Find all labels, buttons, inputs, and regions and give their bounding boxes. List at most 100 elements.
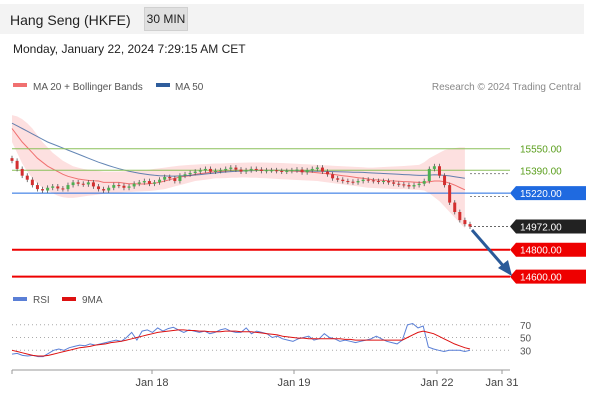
candle-body <box>341 179 345 182</box>
rsi-series-rsi <box>11 322 471 358</box>
candle-body <box>463 220 467 225</box>
candle-body <box>61 188 65 190</box>
candle-body <box>51 186 55 188</box>
candle-body <box>178 175 182 182</box>
candle-body <box>224 168 228 171</box>
ma9-legend-swatch <box>62 297 76 301</box>
candle-body <box>163 177 167 180</box>
candle-body <box>10 158 14 161</box>
candle-body <box>25 175 29 180</box>
candle-body <box>356 181 360 183</box>
candle-body <box>229 167 233 169</box>
rsi-series-ma9 <box>11 329 471 357</box>
candle-body <box>300 169 304 173</box>
candle-body <box>392 182 396 184</box>
candle-body <box>132 183 136 187</box>
candle-body <box>244 170 248 172</box>
candle-body <box>203 168 207 171</box>
candle-body <box>158 179 162 183</box>
candle-body <box>310 168 314 171</box>
candle-body <box>81 183 85 185</box>
ma50-legend-label: MA 50 <box>175 82 204 93</box>
level-label: 15220.00 <box>520 189 562 200</box>
candle-body <box>320 167 324 172</box>
candle-body <box>168 177 172 179</box>
candle-body <box>290 170 294 172</box>
candle-body <box>366 179 370 181</box>
candle-body <box>315 167 319 169</box>
candle-body <box>326 171 330 175</box>
candle-body <box>381 181 385 183</box>
candle-body <box>402 184 406 186</box>
candle-body <box>15 160 19 169</box>
x-tick-label: Jan 31 <box>485 377 518 389</box>
candle-body <box>71 182 75 186</box>
timestamp: Monday, January 22, 2024 7:29:15 AM CET <box>13 42 246 56</box>
x-tick-label: Jan 22 <box>420 377 453 389</box>
candle-body <box>147 181 151 184</box>
x-tick-label: Jan 18 <box>135 377 168 389</box>
candle-body <box>173 178 177 182</box>
candle-body <box>46 187 50 191</box>
candle-body <box>376 181 380 183</box>
candle-body <box>193 171 197 173</box>
rsi-legend-swatch <box>13 297 27 301</box>
level-label: 14800.00 <box>520 246 562 257</box>
candle-body <box>427 168 431 182</box>
candle-body <box>122 185 126 188</box>
timeframe-button[interactable]: 30 MIN <box>144 7 188 31</box>
candle-body <box>270 170 274 172</box>
rsi-tick-label: 70 <box>520 321 532 332</box>
level-label: 14972.00 <box>520 223 562 234</box>
candle-body <box>259 169 263 171</box>
candle-body <box>76 182 80 184</box>
candle-body <box>387 181 391 183</box>
candle-body <box>56 186 60 189</box>
candle-body <box>35 185 39 190</box>
level-label-bg <box>510 242 586 257</box>
level-label-bg <box>510 269 586 284</box>
level-label-bg <box>510 219 586 234</box>
candle-body <box>371 180 375 182</box>
candle-body <box>152 182 156 184</box>
ma20-legend-label: MA 20 + Bollinger Bands <box>33 82 143 93</box>
projection-arrow-head <box>498 260 512 276</box>
header-bar: Hang Seng (HKFE) 30 MIN <box>0 4 584 34</box>
candle-body <box>351 181 355 183</box>
candle-body <box>264 170 268 172</box>
credit-text: Research © 2024 Trading Central <box>432 82 581 93</box>
projection-arrow-line <box>470 229 508 270</box>
rsi-tick-label: 30 <box>520 346 532 357</box>
candle-body <box>249 168 253 171</box>
candle-body <box>66 185 70 190</box>
candle-body <box>198 170 202 172</box>
candle-body <box>91 182 95 187</box>
candle-body <box>437 166 441 176</box>
level-label-bg <box>510 186 586 201</box>
candle-body <box>432 166 436 169</box>
candle-body <box>234 167 238 170</box>
candle-body <box>41 189 45 191</box>
candle-body <box>30 179 34 186</box>
ma50-legend-swatch <box>156 83 170 87</box>
candle-body <box>458 212 462 221</box>
candle-body <box>219 170 223 172</box>
instrument-title: Hang Seng (HKFE) <box>10 12 131 28</box>
rsi-legend-label: RSI <box>33 295 50 306</box>
candle-body <box>102 189 106 191</box>
candle-body <box>417 183 421 186</box>
candle-body <box>112 185 116 188</box>
candle-body <box>280 170 284 172</box>
candle-body <box>361 179 365 182</box>
x-tick-label: Jan 19 <box>277 377 310 389</box>
candle-body <box>254 168 258 170</box>
ma50-line <box>11 122 465 179</box>
level-label: 15550.00 <box>520 145 562 156</box>
candle-body <box>346 181 350 183</box>
ma20-legend-swatch <box>13 83 27 87</box>
candle-body <box>305 170 309 173</box>
level-label: 14600.00 <box>520 273 562 284</box>
candle-body <box>20 168 24 176</box>
rsi-tick-label: 50 <box>520 334 532 345</box>
